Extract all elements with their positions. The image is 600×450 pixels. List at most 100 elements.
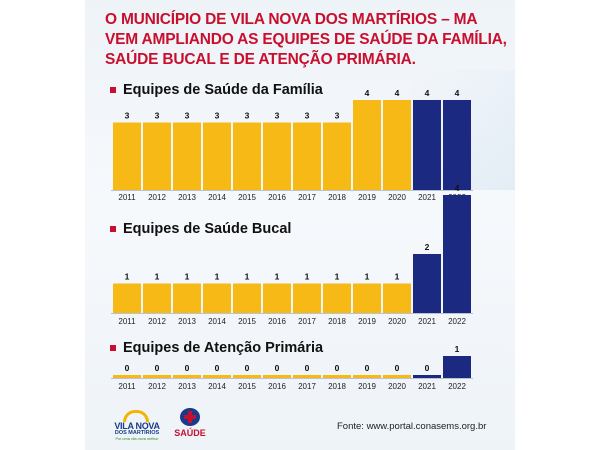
data-label-2016: 1 xyxy=(275,272,280,282)
bar-2012 xyxy=(143,375,171,378)
tick-label-2018: 2018 xyxy=(328,317,346,326)
data-label-2012: 3 xyxy=(155,111,160,121)
data-label-2022: 4 xyxy=(455,88,460,98)
tick-label-2014: 2014 xyxy=(208,193,226,202)
tick-label-2014: 2014 xyxy=(208,317,226,326)
data-label-2018: 1 xyxy=(335,272,340,282)
data-label-2012: 1 xyxy=(155,272,160,282)
health-cross-icon xyxy=(180,408,200,426)
tick-label-2019: 2019 xyxy=(358,317,376,326)
bar-2021 xyxy=(413,100,441,190)
tick-label-2020: 2020 xyxy=(388,317,406,326)
data-label-2011: 3 xyxy=(125,111,130,121)
page-title: O MUNICÍPIO DE VILA NOVA DOS MARTÍRIOS –… xyxy=(105,10,507,70)
bar-2013 xyxy=(173,283,201,313)
health-logo: SAÚDE xyxy=(172,408,208,442)
data-label-2014: 1 xyxy=(215,272,220,282)
tick-label-2011: 2011 xyxy=(118,382,136,391)
data-label-2016: 3 xyxy=(275,111,280,121)
data-label-2011: 0 xyxy=(125,363,130,373)
data-label-2013: 1 xyxy=(185,272,190,282)
bar-2020 xyxy=(383,375,411,378)
infographic-frame: O MUNICÍPIO DE VILA NOVA DOS MARTÍRIOS –… xyxy=(85,0,515,450)
bar-2013 xyxy=(173,375,201,378)
data-label-2016: 0 xyxy=(275,363,280,373)
bar-2018 xyxy=(323,122,351,190)
data-label-2018: 0 xyxy=(335,363,340,373)
tick-label-2022: 2022 xyxy=(448,382,466,391)
municipality-logo: VILA NOVA DOS MARTÍRIOS Por uma vila nov… xyxy=(111,408,163,444)
section-title-text: Equipes de Atenção Primária xyxy=(123,340,324,356)
bullet-icon xyxy=(110,345,116,351)
section-title-atencao-primaria: Equipes de Atenção Primária xyxy=(110,340,323,356)
bar-2019 xyxy=(353,100,381,190)
data-label-2017: 0 xyxy=(305,363,310,373)
tick-label-2018: 2018 xyxy=(328,382,346,391)
data-label-2021: 2 xyxy=(425,242,430,252)
bar-2020 xyxy=(383,100,411,190)
tick-label-2021: 2021 xyxy=(418,382,436,391)
data-label-2015: 1 xyxy=(245,272,250,282)
data-label-2020: 1 xyxy=(395,272,400,282)
title-line-2: VEM AMPLIANDO AS EQUIPES DE SAÚDE DA FAM… xyxy=(105,31,507,48)
section-title-text: Equipes de Saúde da Família xyxy=(123,82,323,98)
section-title-saude-bucal: Equipes de Saúde Bucal xyxy=(110,221,291,237)
data-label-2017: 3 xyxy=(305,111,310,121)
tick-label-2015: 2015 xyxy=(238,317,256,326)
chart-group-1: 3 2011 3 2012 3 2013 3 2014 3 2015 3 2016 3 2017 3 2018… xyxy=(111,88,473,202)
bar-2014 xyxy=(203,122,231,190)
title-line-3: SAÚDE BUCAL E DE ATENÇÃO PRIMÁRIA. xyxy=(105,51,416,68)
bar-2011 xyxy=(113,375,141,378)
tick-label-2017: 2017 xyxy=(298,382,316,391)
tick-label-2017: 2017 xyxy=(298,193,316,202)
tick-label-2013: 2013 xyxy=(178,193,196,202)
tick-label-2021: 2021 xyxy=(418,317,436,326)
tick-label-2019: 2019 xyxy=(358,382,376,391)
data-label-2011: 1 xyxy=(125,272,130,282)
chart-group-3: 0 2011 0 2012 0 2013 0 2014 0 2015 0 2016 0 2017 0 2018… xyxy=(111,344,473,391)
logo-name-line1: VILA NOVA xyxy=(114,421,160,431)
bar-2015 xyxy=(233,122,261,190)
bar-2020 xyxy=(383,283,411,313)
bar-2018 xyxy=(323,375,351,378)
bullet-icon xyxy=(110,87,116,93)
bar-2012 xyxy=(143,122,171,190)
tick-label-2016: 2016 xyxy=(268,317,286,326)
chart-group-2: 1 2011 1 2012 1 2013 1 2014 1 2015 1 2016 1 2017 1 2018… xyxy=(111,183,473,326)
logo-name-line2: DOS MARTÍRIOS xyxy=(114,430,160,436)
data-label-2021: 4 xyxy=(425,88,430,98)
sun-arc-icon xyxy=(123,410,149,422)
tick-label-2020: 2020 xyxy=(388,193,406,202)
tick-label-2012: 2012 xyxy=(148,382,166,391)
tick-label-2015: 2015 xyxy=(238,382,256,391)
data-label-2022: 1 xyxy=(455,344,460,354)
data-label-2012: 0 xyxy=(155,363,160,373)
section-title-text: Equipes de Saúde Bucal xyxy=(123,221,292,237)
data-label-2014: 3 xyxy=(215,111,220,121)
bar-2017 xyxy=(293,283,321,313)
bar-2017 xyxy=(293,375,321,378)
data-label-2019: 4 xyxy=(365,88,370,98)
data-label-2013: 3 xyxy=(185,111,190,121)
tick-label-2015: 2015 xyxy=(238,193,256,202)
bar-2019 xyxy=(353,283,381,313)
bar-2013 xyxy=(173,122,201,190)
tick-label-2020: 2020 xyxy=(388,382,406,391)
bullet-icon xyxy=(110,226,116,232)
tick-label-2018: 2018 xyxy=(328,193,346,202)
bar-2015 xyxy=(233,283,261,313)
bar-2016 xyxy=(263,122,291,190)
tick-label-2012: 2012 xyxy=(148,193,166,202)
tick-label-2016: 2016 xyxy=(268,382,286,391)
bar-2011 xyxy=(113,122,141,190)
bar-2014 xyxy=(203,375,231,378)
tick-label-2014: 2014 xyxy=(208,382,226,391)
data-label-2015: 3 xyxy=(245,111,250,121)
bar-charts: 3201132012320133201432015320163201732018… xyxy=(111,88,473,391)
tick-label-2017: 2017 xyxy=(298,317,316,326)
health-logo-word: SAÚDE xyxy=(174,428,206,438)
tick-label-2019: 2019 xyxy=(358,193,376,202)
data-label-2021: 0 xyxy=(425,363,430,373)
data-label-2019: 0 xyxy=(365,363,370,373)
bar-2012 xyxy=(143,283,171,313)
